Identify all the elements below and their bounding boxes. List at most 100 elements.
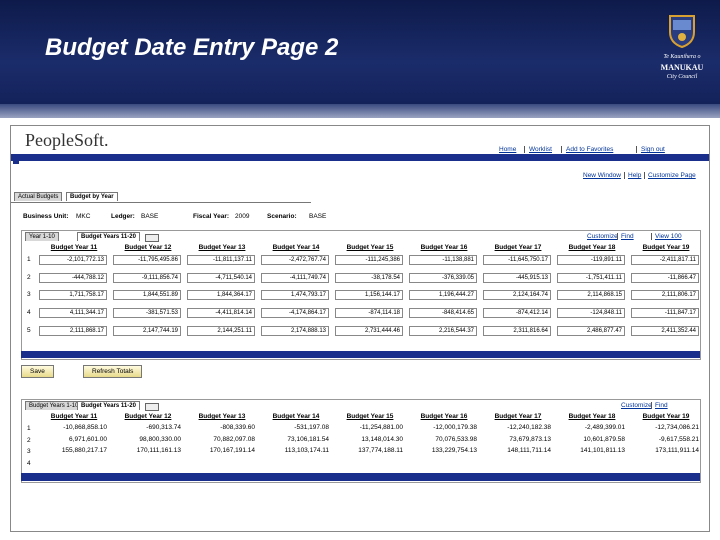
nav-link[interactable]: Sign out (641, 146, 665, 153)
cell[interactable]: -2,101,772.13 (39, 255, 107, 265)
cell[interactable]: 4,111,344.17 (39, 308, 107, 319)
grid-tool[interactable]: View 100 (655, 233, 682, 240)
logo-line: City Council (666, 74, 698, 80)
column-header: Budget Year 13 (198, 244, 246, 251)
cell[interactable]: -4,711,540.14 (187, 272, 255, 283)
cell: 113,103,174.11 (284, 447, 329, 454)
cell[interactable]: -38,178.54 (335, 272, 403, 283)
grid-tab[interactable]: Budget Years 11-20 (77, 401, 140, 410)
column-header: Budget Year 12 (124, 413, 172, 420)
cell: -12,240,182.38 (507, 424, 551, 431)
grid-tool[interactable]: Find (655, 402, 668, 409)
separator (644, 172, 645, 179)
grid-tool[interactable]: Find (621, 233, 634, 240)
page-link[interactable]: Customize Page (648, 172, 696, 179)
cell[interactable]: 2,147,744.19 (113, 325, 181, 336)
cell[interactable]: 2,111,868.17 (39, 325, 107, 336)
cell[interactable]: -11,138,881 (409, 255, 477, 265)
column-header: Budget Year 18 (568, 244, 616, 251)
slide-title: Budget Date Entry Page 2 (45, 34, 339, 61)
cell[interactable]: 1,844,551.89 (113, 290, 181, 301)
nav-link[interactable]: Worklist (529, 146, 552, 153)
row-number: 4 (27, 309, 31, 317)
cell[interactable]: -11,811,137.11 (187, 255, 255, 265)
cell[interactable]: 2,486,877.47 (557, 325, 625, 336)
cell[interactable]: 1,156,144.17 (335, 290, 403, 301)
cell: 73,106,181.54 (287, 435, 329, 443)
cell[interactable]: -4,111,749.74 (261, 272, 329, 283)
screenshot: PeopleSoft. Home Worklist Add to Favorites S… (10, 125, 710, 532)
grid-tool[interactable]: Customize (621, 402, 652, 409)
page-tab[interactable]: Budget by Year (66, 192, 118, 201)
cell[interactable]: 1,196,444.27 (409, 290, 477, 301)
grid-tab[interactable]: Budget Years 11-20 (77, 232, 140, 241)
nav-link[interactable]: Home (499, 146, 517, 153)
cell[interactable]: -111,847.17 (631, 308, 699, 319)
page-tab[interactable]: Actual Budgets (14, 192, 63, 201)
cell[interactable]: -874,114.18 (335, 308, 403, 319)
cell[interactable]: -111,245,386 (335, 255, 403, 265)
grid-frame (21, 230, 701, 360)
cell[interactable]: 2,111,806.17 (631, 290, 699, 301)
page-link[interactable]: New Window (583, 172, 621, 179)
cell[interactable]: -124,848.11 (557, 308, 625, 319)
cell: 10,601,879.58 (583, 435, 625, 443)
cell[interactable]: -381,571.53 (113, 308, 181, 319)
cell[interactable]: 2,124,164.74 (483, 290, 551, 301)
header-bar (11, 154, 709, 161)
grid-tab[interactable]: Year 1-10 (25, 232, 59, 241)
cell[interactable]: 1,474,793.17 (261, 290, 329, 301)
grid-tab[interactable]: Budget Years 1-10 (25, 401, 83, 410)
column-header: Budget Year 16 (420, 244, 468, 251)
cell[interactable]: 2,311,816.64 (483, 325, 551, 336)
cell: -531,197.08 (294, 424, 329, 431)
cell[interactable]: 2,411,352.44 (631, 325, 699, 336)
cell: 155,880,217.17 (61, 447, 107, 454)
logo-line: Te Kaunihera o (663, 54, 701, 60)
row-number: 5 (27, 326, 31, 334)
row-number: 1 (27, 256, 31, 263)
column-header: Budget Year 11 (50, 244, 98, 251)
separator (561, 146, 562, 153)
cell[interactable]: -1,751,411.11 (557, 272, 625, 283)
cell: 6,971,601.00 (69, 435, 107, 443)
grid-tool[interactable]: Customize (587, 233, 618, 240)
cell[interactable]: -11,866.47 (631, 272, 699, 283)
cell[interactable]: 2,731,444.46 (335, 325, 403, 336)
cell[interactable]: 1,711,758.17 (39, 290, 107, 301)
cell[interactable]: 2,144,251.11 (187, 325, 255, 336)
nav-link[interactable]: Add to Favorites (566, 146, 614, 153)
page-link[interactable]: Help (628, 172, 642, 179)
cell[interactable]: -4,174,864.17 (261, 308, 329, 319)
column-header: Budget Year 19 (642, 244, 690, 251)
cell[interactable]: 2,174,888.13 (261, 325, 329, 336)
cell[interactable]: -444,788.12 (39, 272, 107, 283)
cell[interactable]: -2,472,767.74 (261, 255, 329, 265)
cell[interactable]: -2,411,817.11 (631, 255, 699, 265)
cell: 141,101,811.13 (580, 447, 625, 454)
button[interactable]: Refresh Totals (83, 365, 143, 378)
cell[interactable]: 2,114,868.15 (557, 290, 625, 301)
cell[interactable]: -11,795,495.86 (113, 255, 181, 265)
cell: -808,339.60 (220, 424, 255, 431)
cell[interactable]: -445,915.13 (483, 272, 551, 283)
cell[interactable]: -4,411,814.14 (187, 308, 255, 319)
grid-frame (21, 399, 701, 483)
cell[interactable]: -848,414.65 (409, 308, 477, 319)
column-header: Budget Year 16 (420, 413, 468, 420)
cell[interactable]: -11,645,750.17 (483, 255, 551, 265)
cell[interactable]: -874,412.14 (483, 308, 551, 319)
button[interactable]: Save (21, 365, 54, 378)
cell[interactable]: -9,111,856.74 (113, 272, 181, 283)
column-header: Budget Year 11 (50, 413, 98, 420)
cell[interactable]: 2,216,544.37 (409, 325, 477, 336)
cell[interactable]: -376,339.05 (409, 272, 477, 283)
cell: 133,229,754.13 (431, 447, 477, 454)
cell: -12,000,179.38 (433, 424, 477, 431)
cell[interactable]: -119,891.11 (557, 255, 625, 265)
cell[interactable]: 1,844,364.17 (187, 290, 255, 301)
column-header: Budget Year 15 (346, 413, 394, 420)
separator (651, 402, 652, 409)
